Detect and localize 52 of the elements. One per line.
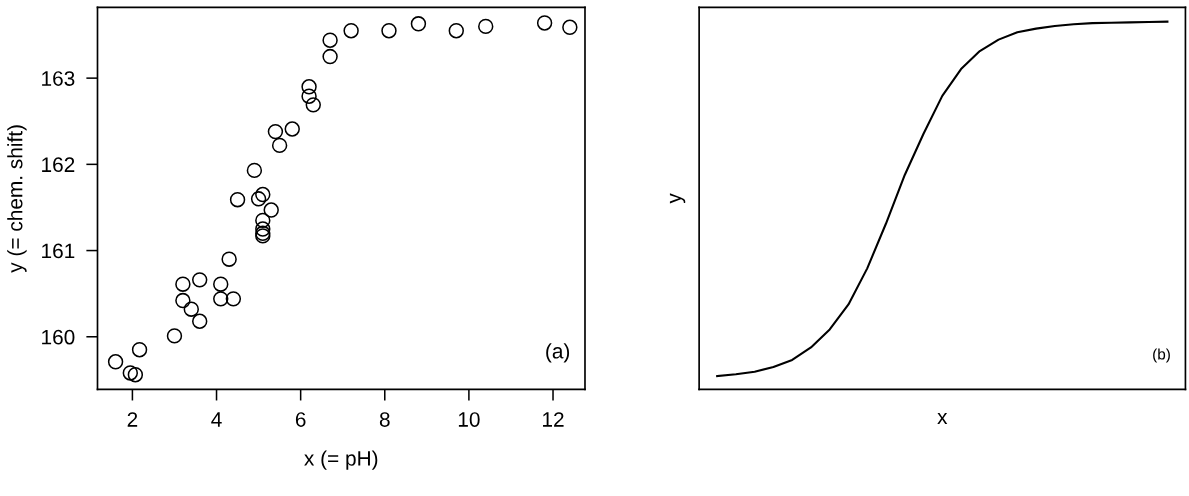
point (301, 79, 317, 95)
point (267, 123, 284, 140)
point (107, 354, 124, 370)
y-axis-title: y (669, 193, 686, 204)
point (191, 272, 208, 288)
point (175, 292, 191, 309)
point (250, 191, 267, 207)
annotation: (a) (546, 343, 570, 363)
point (271, 137, 288, 154)
point (536, 15, 553, 31)
point (213, 276, 229, 292)
x-tick-label: 12 (543, 412, 564, 427)
point (448, 23, 464, 39)
y-tick-label: 162 (42, 157, 75, 173)
point (562, 19, 578, 35)
point (127, 366, 144, 383)
y-tick-label: 160 (42, 329, 75, 345)
x-axis-title: x (937, 412, 948, 424)
point (478, 18, 494, 35)
x-tick-label: 10 (458, 412, 480, 427)
annotation: (b) (1153, 348, 1170, 363)
x-tick-label: 4 (211, 412, 222, 427)
y-axis-title: y (= chem. shift) (7, 125, 27, 273)
point (322, 48, 338, 65)
x-tick-label: 8 (379, 412, 390, 427)
y-tick-label: 161 (42, 243, 75, 259)
point (225, 291, 242, 307)
point (305, 97, 321, 113)
point (263, 202, 279, 218)
point (229, 191, 246, 208)
x-tick-label: 2 (127, 412, 138, 427)
point (183, 301, 200, 317)
point (221, 251, 237, 267)
point (381, 23, 397, 39)
point (191, 313, 208, 329)
point (175, 276, 191, 292)
point (131, 341, 148, 358)
point (410, 16, 427, 32)
point (284, 121, 300, 137)
x-tick-label: 6 (295, 412, 306, 427)
point (343, 23, 359, 39)
y-tick-label: 163 (42, 71, 75, 86)
point (255, 221, 271, 237)
point (246, 162, 263, 179)
point (122, 365, 139, 381)
point (166, 328, 183, 344)
point (255, 212, 271, 229)
point (213, 291, 229, 307)
point (255, 186, 271, 203)
x-axis-title: x (= pH) (304, 450, 378, 470)
point (322, 32, 338, 48)
point (301, 88, 317, 104)
